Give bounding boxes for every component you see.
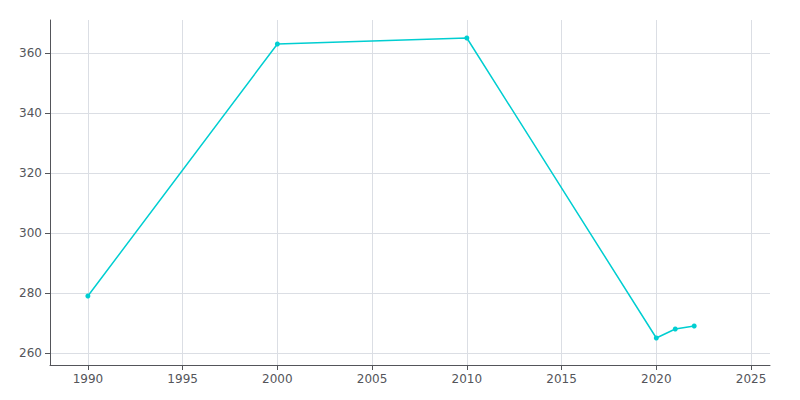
svg-text:2025: 2025 bbox=[736, 372, 767, 386]
svg-text:260: 260 bbox=[19, 346, 42, 360]
svg-text:2020: 2020 bbox=[641, 372, 672, 386]
svg-text:340: 340 bbox=[19, 106, 42, 120]
svg-text:300: 300 bbox=[19, 226, 42, 240]
svg-text:2000: 2000 bbox=[262, 372, 293, 386]
svg-text:1995: 1995 bbox=[167, 372, 198, 386]
svg-text:1990: 1990 bbox=[73, 372, 104, 386]
svg-text:360: 360 bbox=[19, 46, 42, 60]
svg-text:2005: 2005 bbox=[357, 372, 388, 386]
svg-text:2010: 2010 bbox=[452, 372, 483, 386]
svg-text:2015: 2015 bbox=[546, 372, 577, 386]
svg-text:280: 280 bbox=[19, 286, 42, 300]
svg-text:320: 320 bbox=[19, 166, 42, 180]
